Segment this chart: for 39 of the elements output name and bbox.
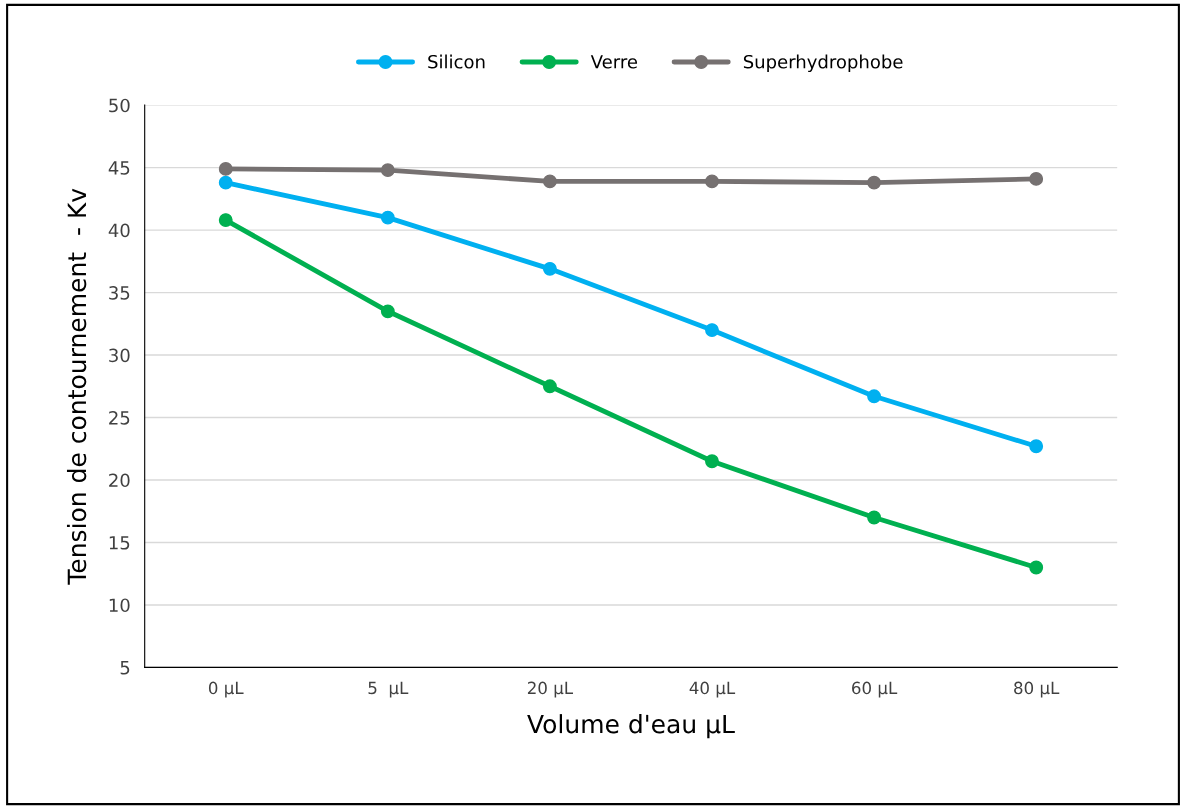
y-tick-label: 45 bbox=[108, 161, 130, 175]
y-tick-label: 35 bbox=[109, 286, 130, 300]
y-tick-label: 25 bbox=[109, 410, 130, 425]
point bbox=[218, 213, 233, 228]
point bbox=[380, 304, 395, 319]
x-axis-title: Volume d'eau µL bbox=[527, 714, 735, 739]
legend-label: Verre bbox=[590, 55, 638, 69]
point bbox=[705, 454, 719, 469]
x-tick-label: 40 µL bbox=[689, 681, 736, 698]
x-tick-label: 5 µL bbox=[368, 681, 409, 698]
y-tick-label: 10 bbox=[109, 598, 130, 613]
x-tick-label: 60 µL bbox=[852, 681, 898, 698]
point bbox=[218, 175, 233, 190]
point bbox=[1029, 439, 1044, 454]
point bbox=[705, 174, 719, 189]
y-tick-label: 30 bbox=[109, 348, 130, 363]
x-tick-label: 80 µL bbox=[1014, 681, 1060, 698]
x-tick-label: 20 µL bbox=[527, 681, 574, 698]
y-tick-label: 40 bbox=[108, 223, 130, 238]
y-tick-label: 20 bbox=[109, 473, 130, 488]
point bbox=[867, 389, 882, 404]
point bbox=[542, 379, 557, 394]
legend-label: Superhydrophobe bbox=[743, 54, 903, 73]
y-tick-label: 5 bbox=[120, 661, 130, 675]
point bbox=[705, 323, 719, 338]
point bbox=[218, 161, 233, 176]
y-tick-label: 15 bbox=[109, 536, 130, 550]
point bbox=[542, 174, 557, 189]
legend-label: Silicon bbox=[428, 54, 485, 69]
y-axis-title: Tension de contournement - Kv bbox=[66, 188, 87, 585]
point bbox=[1029, 171, 1044, 186]
y-tick-label: 50 bbox=[109, 98, 130, 113]
x-tick-label: 0 µL bbox=[208, 681, 244, 698]
point bbox=[867, 510, 882, 525]
point bbox=[380, 210, 395, 225]
point bbox=[867, 175, 882, 190]
point bbox=[1029, 560, 1044, 575]
point bbox=[542, 261, 557, 276]
point bbox=[380, 163, 395, 178]
